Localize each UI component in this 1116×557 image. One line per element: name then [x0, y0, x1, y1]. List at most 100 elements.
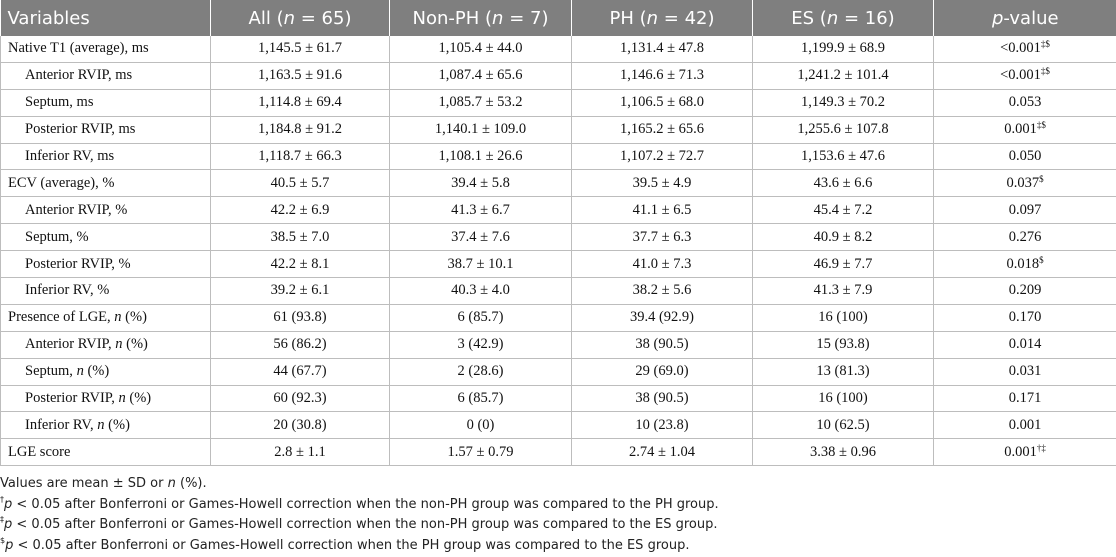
footnotes: Values are mean ± SD or n (%).†p < 0.05 …: [0, 466, 1116, 556]
cell-ph: 1,165.2 ± 65.6: [572, 116, 753, 143]
cell-es: 16 (100): [753, 304, 934, 331]
cell-p-value: 0.097: [934, 197, 1116, 224]
footnote: $p < 0.05 after Bonferroni or Games-Howe…: [0, 536, 1116, 557]
cell-es: 1,255.6 ± 107.8: [753, 116, 934, 143]
row-label: Anterior RVIP, ms: [1, 62, 211, 89]
cell-nonph: 1,105.4 ± 44.0: [390, 36, 572, 62]
table-row: Inferior RV, n (%)20 (30.8)0 (0)10 (23.8…: [1, 412, 1116, 439]
cell-p-value: 0.276: [934, 224, 1116, 251]
row-label: Inferior RV, %: [1, 278, 211, 305]
cell-all: 1,184.8 ± 91.2: [211, 116, 390, 143]
cell-nonph: 1,085.7 ± 53.2: [390, 89, 572, 116]
cell-all: 20 (30.8): [211, 412, 390, 439]
cell-p-value: 0.014: [934, 331, 1116, 358]
cell-p-value: 0.050: [934, 143, 1116, 170]
cell-p-value: 0.031: [934, 358, 1116, 385]
cell-es: 15 (93.8): [753, 331, 934, 358]
cell-all: 39.2 ± 6.1: [211, 278, 390, 305]
cell-ph: 38.2 ± 5.6: [572, 278, 753, 305]
cell-nonph: 3 (42.9): [390, 331, 572, 358]
row-label: Posterior RVIP, n (%): [1, 385, 211, 412]
significance-marker: ‡$: [1037, 120, 1046, 130]
cell-es: 45.4 ± 7.2: [753, 197, 934, 224]
column-header: ES (n = 16): [753, 0, 934, 36]
cell-es: 1,241.2 ± 101.4: [753, 62, 934, 89]
row-label: Inferior RV, ms: [1, 143, 211, 170]
cell-nonph: 41.3 ± 6.7: [390, 197, 572, 224]
cell-ph: 1,107.2 ± 72.7: [572, 143, 753, 170]
cell-all: 42.2 ± 8.1: [211, 251, 390, 278]
footnote: Values are mean ± SD or n (%).: [0, 474, 1116, 495]
cell-ph: 38 (90.5): [572, 331, 753, 358]
cell-nonph: 1,140.1 ± 109.0: [390, 116, 572, 143]
cell-nonph: 1.57 ± 0.79: [390, 439, 572, 466]
cell-p-value: 0.053: [934, 89, 1116, 116]
cell-nonph: 39.4 ± 5.8: [390, 170, 572, 197]
column-header: PH (n = 42): [572, 0, 753, 36]
significance-marker: $: [1039, 255, 1044, 265]
cell-all: 2.8 ± 1.1: [211, 439, 390, 466]
row-label: Inferior RV, n (%): [1, 412, 211, 439]
significance-marker: ‡$: [1041, 66, 1050, 76]
cell-p-value: 0.037$: [934, 170, 1116, 197]
cell-nonph: 1,108.1 ± 26.6: [390, 143, 572, 170]
cell-es: 13 (81.3): [753, 358, 934, 385]
footnote: †p < 0.05 after Bonferroni or Games-Howe…: [0, 495, 1116, 516]
table-row: Septum, n (%)44 (67.7)2 (28.6)29 (69.0)1…: [1, 358, 1116, 385]
row-label: Septum, ms: [1, 89, 211, 116]
cell-all: 44 (67.7): [211, 358, 390, 385]
cell-p-value: 0.018$: [934, 251, 1116, 278]
table-row: Anterior RVIP, n (%)56 (86.2)3 (42.9)38 …: [1, 331, 1116, 358]
cell-p-value: 0.001†‡: [934, 439, 1116, 466]
cell-all: 40.5 ± 5.7: [211, 170, 390, 197]
row-label: Anterior RVIP, %: [1, 197, 211, 224]
row-label: ECV (average), %: [1, 170, 211, 197]
column-header: Variables: [1, 0, 211, 36]
cell-es: 1,199.9 ± 68.9: [753, 36, 934, 62]
cell-all: 56 (86.2): [211, 331, 390, 358]
cell-all: 1,145.5 ± 61.7: [211, 36, 390, 62]
cell-p-value: 0.170: [934, 304, 1116, 331]
significance-marker: $: [1039, 174, 1044, 184]
cell-nonph: 38.7 ± 10.1: [390, 251, 572, 278]
cell-nonph: 40.3 ± 4.0: [390, 278, 572, 305]
significance-marker: ‡$: [1041, 39, 1050, 49]
cell-p-value: <0.001‡$: [934, 36, 1116, 62]
row-label: Posterior RVIP, %: [1, 251, 211, 278]
row-label: Native T1 (average), ms: [1, 36, 211, 62]
cell-ph: 29 (69.0): [572, 358, 753, 385]
cell-all: 61 (93.8): [211, 304, 390, 331]
cell-all: 1,114.8 ± 69.4: [211, 89, 390, 116]
cell-es: 16 (100): [753, 385, 934, 412]
cell-p-value: 0.171: [934, 385, 1116, 412]
cell-ph: 2.74 ± 1.04: [572, 439, 753, 466]
column-header: Non-PH (n = 7): [390, 0, 572, 36]
cell-all: 42.2 ± 6.9: [211, 197, 390, 224]
cell-ph: 1,131.4 ± 47.8: [572, 36, 753, 62]
cell-ph: 1,146.6 ± 71.3: [572, 62, 753, 89]
cell-es: 3.38 ± 0.96: [753, 439, 934, 466]
footnote: ‡p < 0.05 after Bonferroni or Games-Howe…: [0, 515, 1116, 536]
row-label: Posterior RVIP, ms: [1, 116, 211, 143]
cell-ph: 41.0 ± 7.3: [572, 251, 753, 278]
cell-nonph: 2 (28.6): [390, 358, 572, 385]
cell-ph: 10 (23.8): [572, 412, 753, 439]
cell-all: 1,163.5 ± 91.6: [211, 62, 390, 89]
significance-marker: †‡: [1037, 443, 1046, 453]
cell-ph: 37.7 ± 6.3: [572, 224, 753, 251]
cell-ph: 38 (90.5): [572, 385, 753, 412]
cell-es: 1,149.3 ± 70.2: [753, 89, 934, 116]
table-row: Presence of LGE, n (%)61 (93.8)6 (85.7)3…: [1, 304, 1116, 331]
row-label: LGE score: [1, 439, 211, 466]
cell-es: 10 (62.5): [753, 412, 934, 439]
cell-es: 41.3 ± 7.9: [753, 278, 934, 305]
